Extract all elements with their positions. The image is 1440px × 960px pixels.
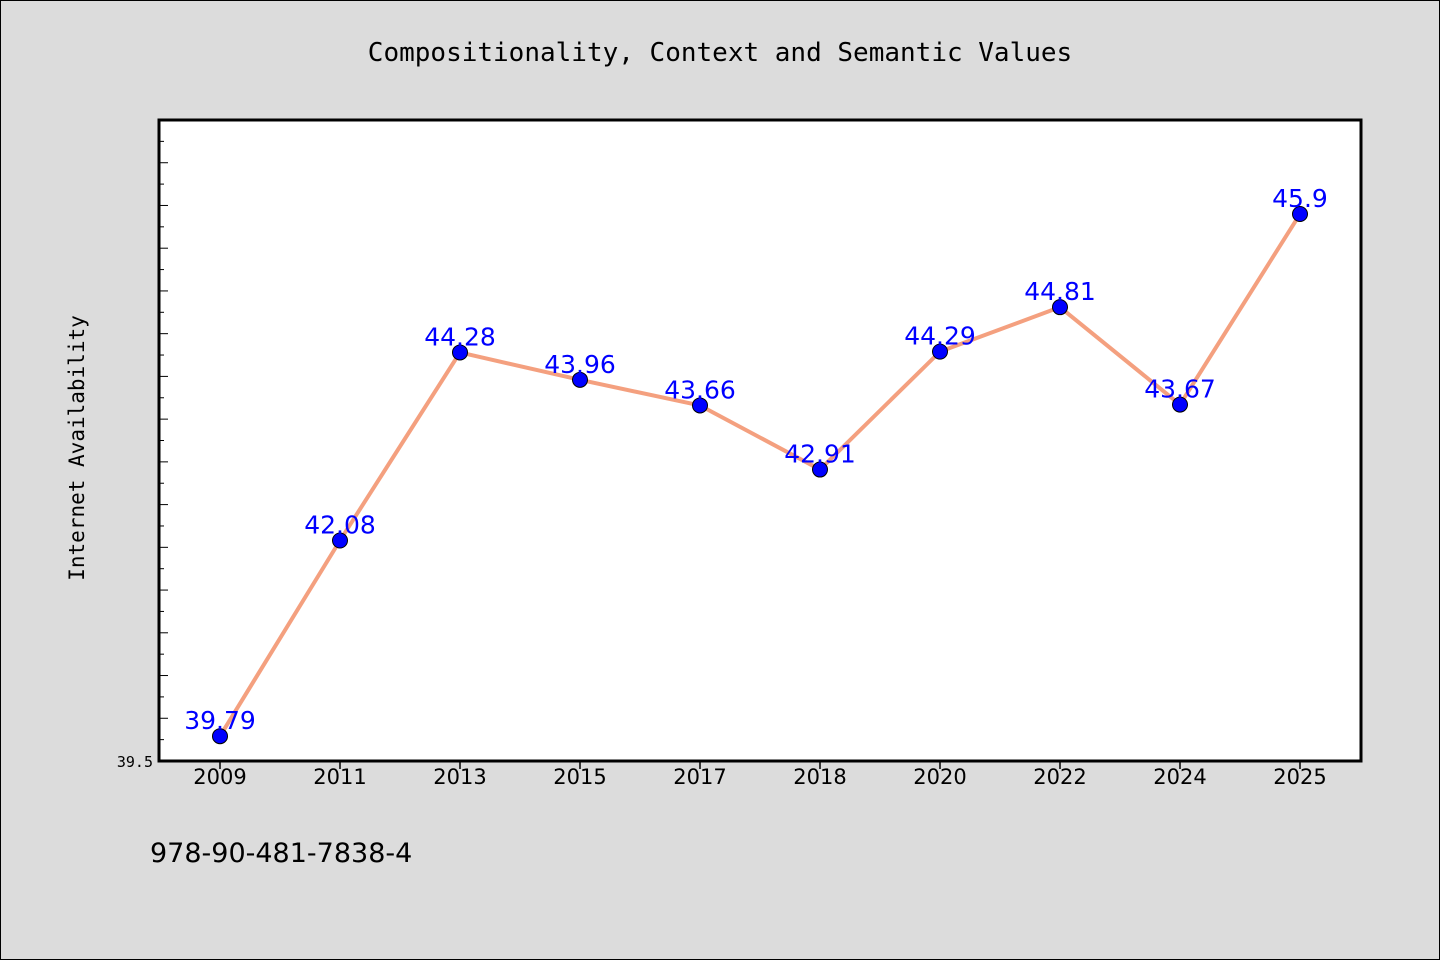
data-label: 43.96	[544, 350, 616, 379]
data-label: 44.81	[1024, 277, 1096, 306]
data-markers	[212, 206, 1308, 745]
data-labels: 39.79 42.08 44.28 43.96 43.66 42.91 44.29 44.81…	[184, 184, 1328, 735]
series-line	[218, 212, 1302, 738]
data-point	[452, 344, 468, 361]
x-tick-label: 2015	[553, 765, 606, 789]
x-tick-label: 2017	[673, 765, 726, 789]
data-label: 43.66	[664, 375, 736, 404]
plot-frame	[157, 118, 1363, 763]
data-label: 44.28	[424, 322, 496, 351]
data-point	[1052, 299, 1068, 316]
data-label: 39.79	[184, 706, 256, 735]
y-axis-label: Internet Availability	[65, 315, 89, 581]
data-point	[692, 397, 708, 414]
data-point	[332, 532, 348, 549]
y-tick-label: 39.5	[117, 753, 153, 771]
x-tick-label: 2013	[433, 765, 486, 789]
plot-area	[159, 120, 1361, 761]
data-label: 45.9	[1272, 184, 1328, 213]
x-tick-label: 2018	[793, 765, 846, 789]
x-tick-label: 2020	[913, 765, 966, 789]
x-axis-ticks: 2009 2011 2013 2015 2017 2018 2020 2022 2024 2025	[193, 761, 1327, 789]
footer-isbn: 978-90-481-7838-4	[150, 838, 412, 869]
x-tick-label: 2024	[1153, 765, 1206, 789]
data-point	[572, 371, 588, 388]
chart-title: Compositionality, Context and Semantic V…	[368, 38, 1072, 68]
data-point	[1292, 206, 1308, 223]
data-label: 42.08	[304, 510, 376, 539]
data-label: 44.29	[904, 322, 976, 351]
data-point	[1172, 396, 1188, 413]
data-point	[932, 343, 948, 360]
data-label: 42.91	[784, 440, 856, 469]
data-point	[212, 728, 228, 745]
x-tick-label: 2025	[1273, 765, 1326, 789]
x-tick-label: 2011	[313, 765, 366, 789]
x-tick-label: 2022	[1033, 765, 1086, 789]
data-label: 43.67	[1144, 375, 1216, 404]
x-tick-label: 2009	[193, 765, 246, 789]
data-point	[812, 461, 828, 478]
